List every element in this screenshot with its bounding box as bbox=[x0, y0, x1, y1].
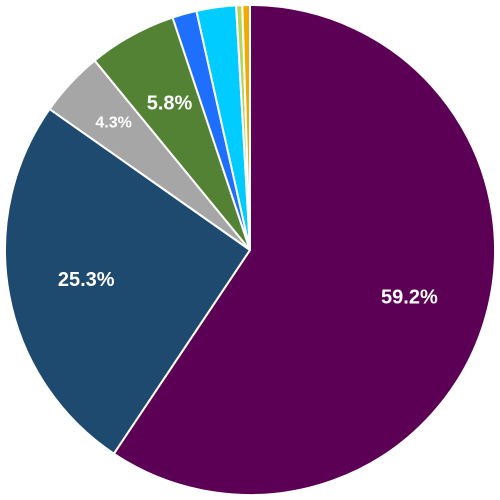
slice-labels: 59.2% 25.3% 4.3% 5.8% bbox=[58, 92, 438, 308]
pie-slice-label-3: 4.3% bbox=[95, 115, 131, 132]
pie-slice-label-2: 25.3% bbox=[58, 269, 115, 291]
pie-slice-label-1: 59.2% bbox=[381, 287, 438, 309]
pie-slice-label-4: 5.8% bbox=[147, 92, 193, 114]
pie-slice-1 bbox=[112, 4, 497, 496]
pie-slice-8 bbox=[241, 3, 251, 251]
pie-slice-2 bbox=[4, 108, 251, 455]
